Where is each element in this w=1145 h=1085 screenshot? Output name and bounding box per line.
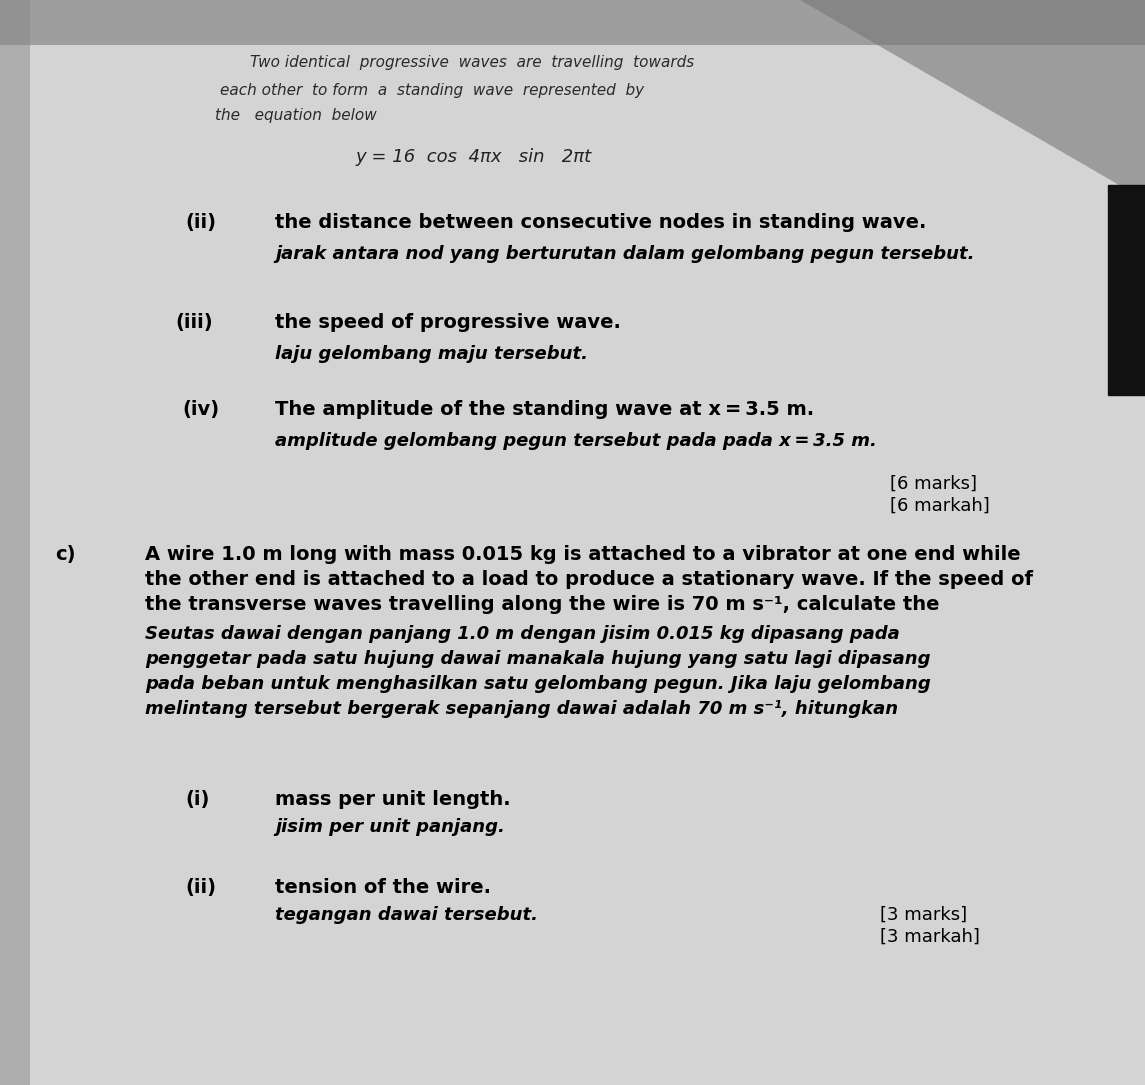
Bar (1108, 186, 1145, 395)
Text: tension of the wire.: tension of the wire. (275, 878, 491, 897)
Text: [6 markah]: [6 markah] (890, 497, 989, 515)
Text: the speed of progressive wave.: the speed of progressive wave. (275, 312, 621, 332)
Text: Seutas dawai dengan panjang 1.0 m dengan jisim 0.015 kg dipasang pada: Seutas dawai dengan panjang 1.0 m dengan… (145, 625, 900, 643)
Text: [3 marks]: [3 marks] (881, 906, 968, 924)
Text: (iii): (iii) (175, 312, 213, 332)
Text: y = 16  cos  4πx   sin   2πt: y = 16 cos 4πx sin 2πt (355, 148, 591, 166)
Text: the distance between consecutive nodes in standing wave.: the distance between consecutive nodes i… (275, 213, 926, 232)
Text: Two identical  progressive  waves  are  travelling  towards: Two identical progressive waves are trav… (250, 55, 694, 71)
Polygon shape (800, 0, 1145, 200)
Text: each other  to form  a  standing  wave  represented  by: each other to form a standing wave repre… (220, 82, 645, 98)
Text: A wire 1.0 m long with mass 0.015 kg is attached to a vibrator at one end while: A wire 1.0 m long with mass 0.015 kg is … (145, 545, 1020, 564)
Text: (i): (i) (185, 790, 210, 809)
Text: amplitude gelombang pegun tersebut pada pada x = 3.5 m.: amplitude gelombang pegun tersebut pada … (275, 432, 877, 450)
Text: c): c) (55, 545, 76, 564)
Text: mass per unit length.: mass per unit length. (275, 790, 511, 809)
Text: pada beban untuk menghasilkan satu gelombang pegun. Jika laju gelombang: pada beban untuk menghasilkan satu gelom… (145, 675, 931, 693)
Polygon shape (0, 0, 1145, 44)
Text: (iv): (iv) (182, 400, 219, 419)
Text: the transverse waves travelling along the wire is 70 m s⁻¹, calculate the: the transverse waves travelling along th… (145, 595, 940, 614)
Text: The amplitude of the standing wave at x = 3.5 m.: The amplitude of the standing wave at x … (275, 400, 814, 419)
Text: laju gelombang maju tersebut.: laju gelombang maju tersebut. (275, 345, 589, 363)
Text: penggetar pada satu hujung dawai manakala hujung yang satu lagi dipasang: penggetar pada satu hujung dawai manakal… (145, 650, 931, 668)
Text: jarak antara nod yang berturutan dalam gelombang pegun tersebut.: jarak antara nod yang berturutan dalam g… (275, 245, 974, 263)
Polygon shape (0, 0, 30, 1085)
Text: [3 markah]: [3 markah] (881, 928, 980, 946)
Text: tegangan dawai tersebut.: tegangan dawai tersebut. (275, 906, 538, 924)
Text: (ii): (ii) (185, 878, 216, 897)
Text: jisim per unit panjang.: jisim per unit panjang. (275, 818, 505, 837)
Text: the other end is attached to a load to produce a stationary wave. If the speed o: the other end is attached to a load to p… (145, 570, 1033, 589)
Text: (ii): (ii) (185, 213, 216, 232)
Text: the   equation  below: the equation below (215, 108, 377, 123)
Text: [6 marks]: [6 marks] (890, 475, 977, 493)
Text: melintang tersebut bergerak sepanjang dawai adalah 70 m s⁻¹, hitungkan: melintang tersebut bergerak sepanjang da… (145, 700, 898, 718)
